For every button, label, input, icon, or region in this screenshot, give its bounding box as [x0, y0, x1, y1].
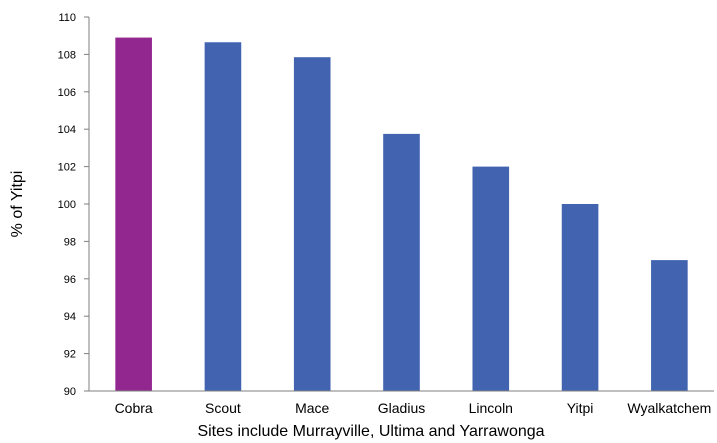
x-axis-labels: Cobra Scout Mace Gladius Lincoln Yitpi Wyalkat…	[115, 400, 712, 416]
bar-mace	[293, 57, 331, 391]
y-tick-label: 106	[58, 87, 76, 99]
y-tick-label: 100	[58, 199, 76, 211]
y-tick-label: 94	[64, 311, 76, 323]
y-tick-label: 104	[58, 124, 76, 136]
y-tick-label: 102	[58, 162, 76, 174]
bars	[115, 37, 688, 392]
bar-cobra	[115, 37, 152, 391]
y-tick-label: 96	[64, 274, 76, 286]
x-axis-title: Sites include Murrayville, Ultima and Ya…	[197, 423, 544, 440]
y-axis-title: % of Yitpi	[9, 171, 26, 238]
bar-scout	[204, 42, 242, 392]
x-category-label: Cobra	[115, 400, 153, 416]
x-category-label: Wyalkatchem	[627, 400, 711, 416]
y-axis-ticks: 90 92 94 96 98 100 102 104 106 108 110	[58, 12, 89, 398]
x-category-label: Mace	[295, 400, 329, 416]
x-category-label: Yitpi	[567, 400, 594, 416]
y-tick-label: 92	[64, 349, 76, 361]
y-tick-label: 108	[58, 49, 76, 61]
bar-gladius	[383, 133, 420, 391]
x-category-label: Scout	[205, 400, 241, 416]
bar-yitpi	[561, 204, 599, 391]
y-tick-label: 90	[64, 386, 76, 398]
bar-lincoln	[472, 166, 510, 391]
x-category-label: Lincoln	[469, 400, 513, 416]
y-tick-label: 98	[64, 236, 76, 248]
y-tick-label: 110	[58, 12, 76, 24]
bar-wyalkatchem	[651, 260, 688, 391]
x-category-label: Gladius	[378, 400, 425, 416]
